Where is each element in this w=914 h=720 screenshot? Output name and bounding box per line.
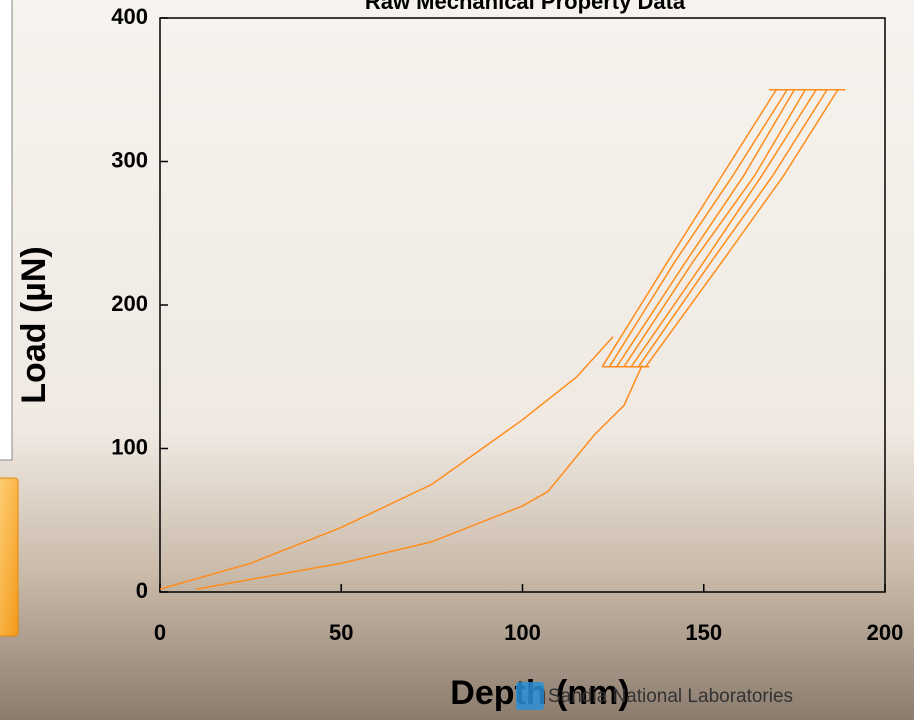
y-axis-label: Load (µN): [15, 246, 53, 403]
side-button: [0, 477, 19, 637]
x-tick-label: 150: [685, 620, 722, 645]
footer: Sandia National Laboratories: [548, 686, 793, 707]
y-tick-label: 300: [111, 147, 148, 172]
x-tick-label: 100: [504, 620, 541, 645]
data-line: [196, 364, 643, 590]
x-tick-label: 0: [154, 620, 166, 645]
data-line: [623, 89, 806, 368]
data-line: [601, 89, 777, 368]
data-line: [159, 336, 614, 590]
x-tick-label: 50: [329, 620, 353, 645]
data-line: [630, 89, 817, 368]
y-tick-label: 200: [111, 291, 148, 316]
data-line: [608, 89, 788, 368]
y-tick-label: 100: [111, 434, 148, 459]
side-panel: [0, 0, 13, 461]
chart-title: Raw Mechanical Property Data: [365, 0, 686, 14]
data-line: [637, 89, 828, 368]
data-line: [616, 89, 796, 368]
y-tick-label: 0: [136, 578, 148, 603]
data-line: [645, 89, 839, 368]
x-tick-label: 200: [867, 620, 904, 645]
logo: [516, 682, 544, 710]
y-tick-label: 400: [111, 4, 148, 29]
